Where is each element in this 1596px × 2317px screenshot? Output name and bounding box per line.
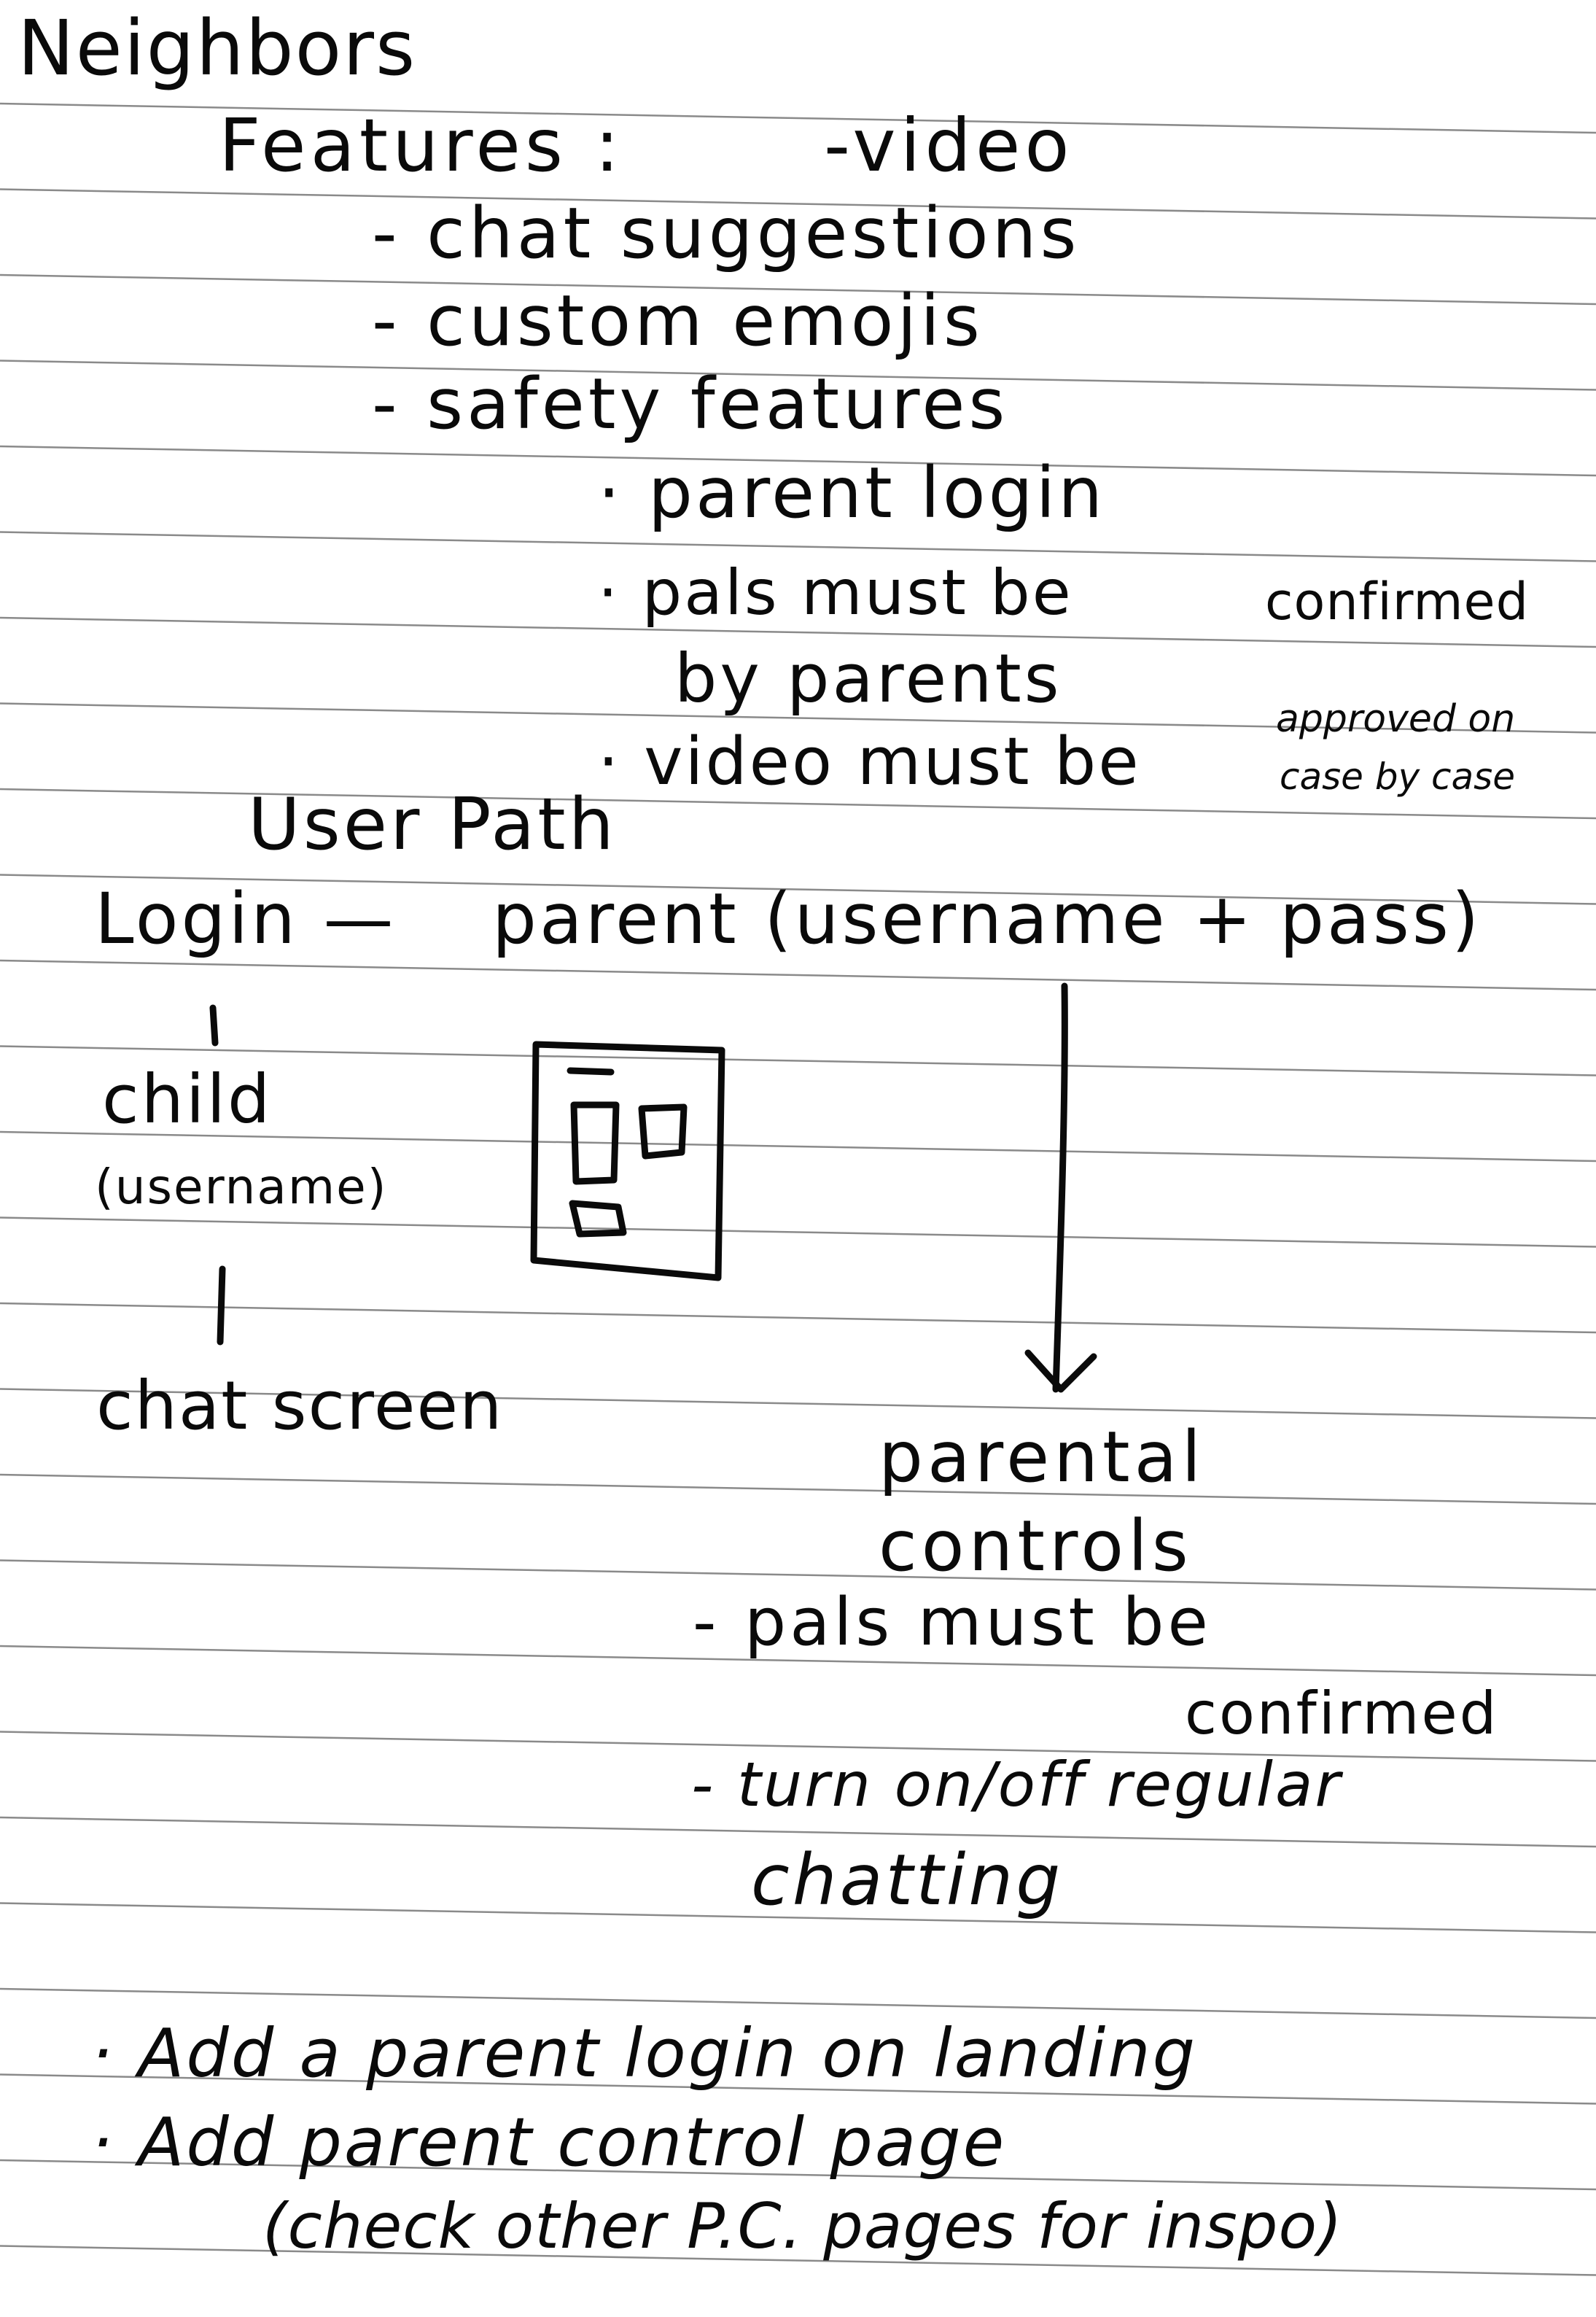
ruled-lines [0, 102, 1596, 2276]
safety-parent-login: · parent login [598, 452, 1106, 534]
ruled-line [0, 1388, 1596, 1419]
ruled-line [0, 188, 1596, 220]
ruled-line [0, 102, 1596, 134]
ruled-line [0, 702, 1596, 734]
path-chat-screen: chat screen [96, 1367, 504, 1445]
safety-pals-confirmed: · pals must be [598, 556, 1073, 629]
ruled-line [0, 531, 1596, 562]
todo-parent-control-page: · Add parent control page [91, 2103, 1007, 2181]
sketch-wireframe [530, 1041, 725, 1281]
safety-approved-on: approved on [1276, 697, 1516, 741]
parental-controls-label-2: controls [879, 1505, 1193, 1587]
pc-item-toggle-chat: - turn on/off regular [691, 1749, 1342, 1820]
feature-custom-emojis: - custom emojis [372, 280, 984, 362]
feature-chat-suggestions: - chat suggestions [372, 193, 1081, 274]
ruled-line [0, 788, 1596, 820]
ruled-line [0, 1302, 1596, 1334]
ruled-line [0, 273, 1596, 306]
ruled-line [0, 616, 1596, 648]
ruled-line [0, 2159, 1596, 2191]
flow-connectors [209, 982, 1097, 1393]
path-child: child [102, 1060, 273, 1138]
safety-pals-confirmed-2: confirmed [1265, 572, 1530, 632]
ruled-line [0, 1645, 1596, 1677]
todo-parent-login: · Add a parent login on landing [91, 2014, 1198, 2092]
pc-item-pals-confirmed: confirmed [1185, 1680, 1499, 1747]
pc-item-chatting: chatting [751, 1839, 1064, 1921]
safety-by-parents: by parents [674, 640, 1062, 718]
ruled-line [0, 2073, 1596, 2105]
path-login: Login — [95, 878, 397, 960]
ruled-line [0, 360, 1596, 391]
todo-check-inspo: (check other P.C. pages for inspo) [262, 2190, 1343, 2263]
ruled-line [0, 1130, 1596, 1163]
path-child-username: (username) [95, 1159, 388, 1215]
parental-controls-label-1: parental [879, 1416, 1206, 1498]
ruled-line [0, 1045, 1596, 1076]
ruled-line [0, 445, 1596, 477]
safety-video-approved: · video must be [598, 723, 1141, 800]
page-title: Neighbors [17, 4, 417, 93]
features-heading: Features : [219, 103, 624, 188]
feature-safety-features: - safety features [372, 363, 1009, 445]
ruled-line [0, 959, 1596, 991]
ruled-line [0, 1559, 1596, 1591]
ruled-line [0, 1473, 1596, 1505]
ruled-line [0, 1987, 1596, 2019]
pc-item-pals: - pals must be [693, 1584, 1212, 1661]
ruled-line [0, 874, 1596, 905]
path-parent: parent (username + pass) [492, 878, 1482, 960]
user-path-heading: User Path [248, 783, 617, 866]
feature-video: -video [824, 103, 1074, 188]
ruled-line [0, 1902, 1596, 1933]
ruled-line [0, 1731, 1596, 1762]
ruled-line [0, 2245, 1596, 2276]
ruled-line [0, 1216, 1596, 1248]
safety-case-by-case: case by case [1280, 756, 1515, 798]
ruled-line [0, 1816, 1596, 1848]
